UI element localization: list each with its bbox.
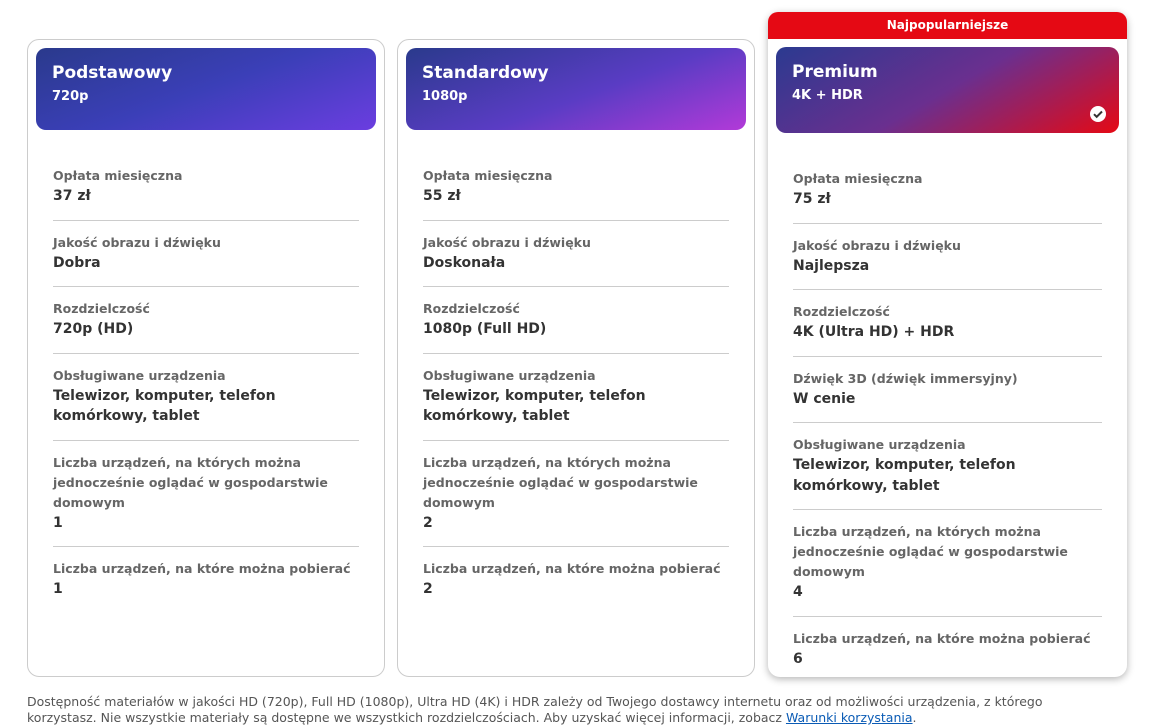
feature-row: Liczba urządzeń, na których można jednoc…	[53, 441, 359, 547]
feature-label: Liczba urządzeń, na które można pobierać	[423, 561, 721, 576]
feature-row: Liczba urządzeń, na które można pobierać…	[53, 547, 359, 613]
feature-value: 1080p (Full HD)	[423, 321, 547, 337]
plan-name: Standardowy	[422, 63, 549, 83]
feature-row: Obsługiwane urządzenia Telewizor, kompute…	[53, 354, 359, 441]
feature-row: Rozdzielczość 720p (HD)	[53, 287, 359, 354]
feature-row: Jakość obrazu i dźwięku Doskonała	[423, 221, 729, 287]
feature-label: Liczba urządzeń, na których można jednoc…	[423, 454, 698, 510]
popular-badge: Najpopularniejsze	[768, 12, 1127, 39]
terms-link[interactable]: Warunki korzystania	[785, 710, 913, 725]
plan-card[interactable]: Najpopularniejsze Premium 4K + HDR Opłata m…	[768, 12, 1127, 677]
feature-row: Rozdzielczość 1080p (Full HD)	[423, 287, 729, 354]
plan-features: Opłata miesięczna 37 zł Jakość obrazu i dź…	[28, 138, 384, 613]
plan-features: Opłata miesięczna 75 zł Jakość obrazu i dź…	[768, 141, 1127, 682]
feature-label: Rozdzielczość	[423, 301, 520, 316]
feature-value: 720p (HD)	[53, 321, 134, 337]
footer-note: Dostępność materiałów w jakości HD (720p…	[27, 694, 1107, 726]
feature-label: Obsługiwane urządzenia	[793, 437, 966, 452]
feature-row: Liczba urządzeń, na których można jednoc…	[793, 510, 1102, 617]
plan-name: Premium	[792, 62, 878, 82]
feature-label: Liczba urządzeń, na których można jednoc…	[793, 524, 1068, 579]
feature-value: Telewizor, komputer, telefon komórkowy, …	[53, 387, 276, 425]
feature-value: Dobra	[53, 254, 101, 271]
feature-row: Liczba urządzeń, na których można jednoc…	[423, 441, 729, 547]
feature-label: Obsługiwane urządzenia	[423, 367, 596, 383]
feature-label: Jakość obrazu i dźwięku	[423, 234, 591, 250]
plan-name: Podstawowy	[52, 63, 173, 83]
plan-resolution: 720p	[52, 89, 89, 104]
plan-card[interactable]: Podstawowy 720p Opłata miesięczna 37 zł Jako…	[27, 39, 385, 677]
feature-row: Jakość obrazu i dźwięku Dobra	[53, 221, 359, 287]
feature-value: 55 zł	[423, 188, 461, 204]
feature-row: Rozdzielczość 4K (Ultra HD) + HDR	[793, 290, 1102, 357]
feature-value: 1	[53, 581, 63, 597]
feature-row: Liczba urządzeń, na które można pobierać…	[793, 617, 1102, 683]
feature-row: Opłata miesięczna 37 zł	[53, 154, 359, 221]
feature-value: 6	[793, 650, 803, 667]
feature-value: Telewizor, komputer, telefon komórkowy, …	[793, 457, 1016, 494]
feature-label: Liczba urządzeń, na których można jednoc…	[53, 454, 328, 510]
feature-row: Opłata miesięczna 75 zł	[793, 157, 1102, 224]
feature-value: 4K (Ultra HD) + HDR	[793, 324, 955, 340]
feature-label: Opłata miesięczna	[423, 168, 553, 183]
plan-resolution: 1080p	[422, 89, 468, 104]
feature-value: 75 zł	[793, 191, 831, 207]
feature-value: 4	[793, 584, 803, 600]
plan-header: Standardowy 1080p	[406, 48, 746, 130]
feature-row: Dźwięk 3D (dźwięk immersyjny) W cenie	[793, 357, 1102, 423]
feature-value: W cenie	[793, 390, 856, 407]
feature-row: Obsługiwane urządzenia Telewizor, kompute…	[423, 354, 729, 441]
feature-label: Dźwięk 3D (dźwięk immersyjny)	[793, 370, 1018, 386]
feature-value: 1	[53, 514, 63, 531]
plan-card[interactable]: Standardowy 1080p Opłata miesięczna 55 zł Ja…	[397, 39, 755, 677]
footer-suffix: .	[912, 710, 917, 725]
feature-label: Jakość obrazu i dźwięku	[53, 234, 221, 250]
feature-row: Liczba urządzeń, na które można pobierać…	[423, 547, 729, 613]
plan-header: Premium 4K + HDR	[776, 47, 1119, 133]
feature-row: Jakość obrazu i dźwięku Najlepsza	[793, 224, 1102, 290]
feature-value: Telewizor, komputer, telefon komórkowy, …	[423, 387, 646, 425]
feature-label: Opłata miesięczna	[53, 168, 183, 183]
feature-label: Rozdzielczość	[53, 301, 150, 316]
feature-value: 2	[423, 581, 433, 597]
feature-value: Najlepsza	[793, 257, 870, 274]
feature-label: Liczba urządzeń, na które można pobierać	[793, 630, 1091, 646]
feature-label: Jakość obrazu i dźwięku	[793, 237, 961, 253]
selected-check	[1090, 106, 1106, 122]
feature-value: 37 zł	[53, 188, 91, 204]
feature-label: Liczba urządzeń, na które można pobierać	[53, 561, 351, 576]
feature-row: Opłata miesięczna 55 zł	[423, 154, 729, 221]
feature-row: Obsługiwane urządzenia Telewizor, kompute…	[793, 423, 1102, 510]
plan-features: Opłata miesięczna 55 zł Jakość obrazu i dź…	[398, 138, 754, 613]
feature-value: Doskonała	[423, 254, 506, 271]
feature-value: 2	[423, 514, 433, 531]
feature-label: Rozdzielczość	[793, 304, 890, 319]
plan-header: Podstawowy 720p	[36, 48, 376, 130]
feature-label: Obsługiwane urządzenia	[53, 367, 226, 383]
footer-text: Dostępność materiałów w jakości HD (720p…	[27, 694, 1043, 725]
plan-resolution: 4K + HDR	[792, 88, 863, 103]
feature-label: Opłata miesięczna	[793, 171, 923, 186]
